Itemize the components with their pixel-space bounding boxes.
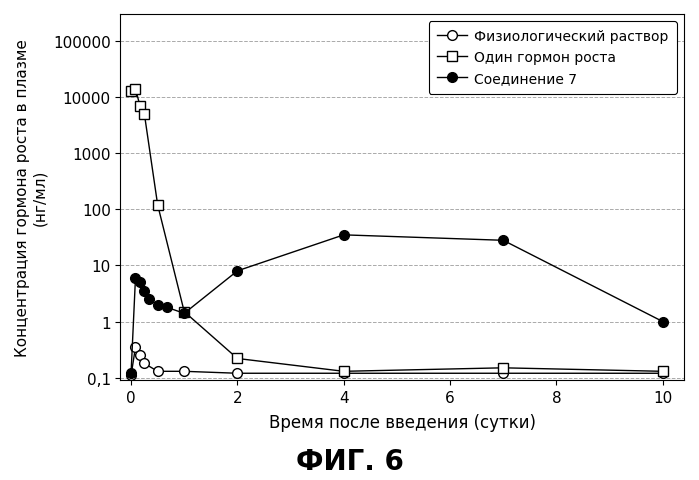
Физиологический раствор — [658, 371, 667, 376]
Физиологический раствор — [127, 372, 135, 378]
Соединение 7 — [180, 311, 189, 317]
Соединение 7 — [162, 305, 171, 311]
Физиологический раствор — [499, 371, 507, 376]
Соединение 7 — [131, 276, 140, 281]
Y-axis label: Концентрация гормона роста в плазме
(нг/мл): Концентрация гормона роста в плазме (нг/… — [15, 39, 48, 356]
Один гормон роста — [131, 87, 140, 93]
Один гормон роста — [140, 112, 149, 118]
Соединение 7 — [658, 319, 667, 325]
Один гормон роста — [658, 369, 667, 374]
Физиологический раствор — [180, 369, 189, 374]
Физиологический раствор — [340, 371, 348, 376]
Соединение 7 — [145, 297, 153, 302]
Соединение 7 — [499, 238, 507, 244]
X-axis label: Время после введения (сутки): Время после введения (сутки) — [268, 413, 535, 432]
Один гормон роста — [136, 104, 144, 109]
Один гормон роста — [127, 88, 135, 94]
Line: Один гормон роста: Один гормон роста — [127, 84, 668, 376]
Соединение 7 — [140, 288, 149, 294]
Legend: Физиологический раствор, Один гормон роста, Соединение 7: Физиологический раствор, Один гормон рос… — [428, 22, 677, 94]
Физиологический раствор — [131, 345, 140, 350]
Физиологический раствор — [140, 361, 149, 367]
Физиологический раствор — [154, 369, 162, 374]
Line: Физиологический раствор: Физиологический раствор — [127, 343, 668, 381]
Физиологический раствор — [233, 371, 242, 376]
Text: ФИГ. 6: ФИГ. 6 — [296, 447, 403, 475]
Физиологический раствор — [136, 353, 144, 359]
Один гормон роста — [340, 369, 348, 374]
Один гормон роста — [154, 203, 162, 208]
Соединение 7 — [340, 232, 348, 238]
Один гормон роста — [233, 356, 242, 361]
Соединение 7 — [154, 302, 162, 308]
Line: Соединение 7: Соединение 7 — [127, 230, 668, 378]
Один гормон роста — [499, 365, 507, 371]
Один гормон роста — [180, 309, 189, 315]
Соединение 7 — [127, 371, 135, 376]
Соединение 7 — [233, 268, 242, 274]
Соединение 7 — [136, 280, 144, 286]
